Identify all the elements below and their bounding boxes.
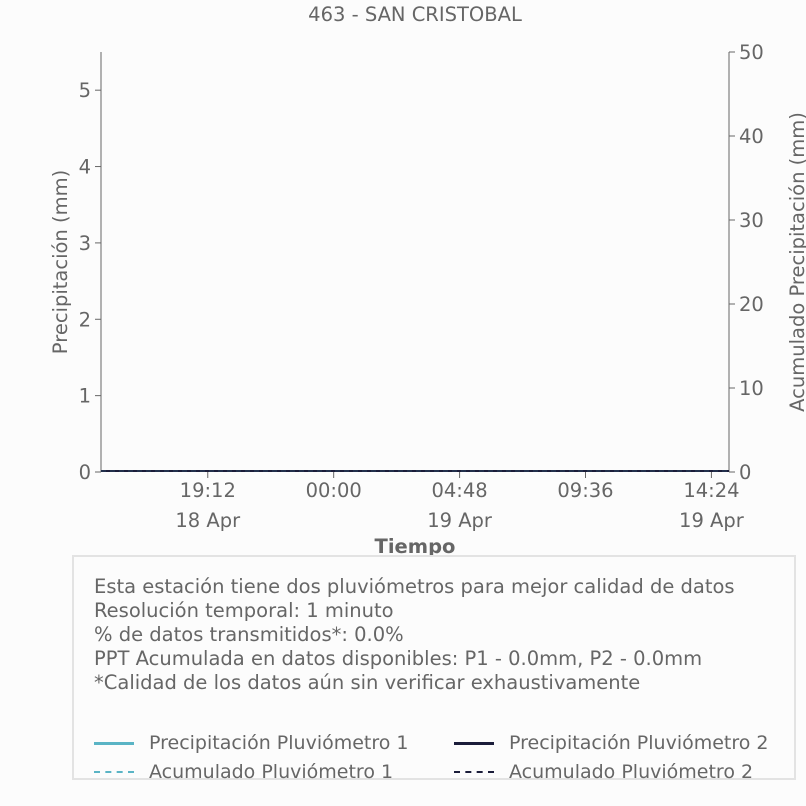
legend-item-precip-2: Precipitación Pluviómetro 2 [454,731,769,755]
x-tick-label: 19:12 [180,479,236,502]
legend-swatch-precip-1 [94,741,134,745]
y2-tick-label: 50 [739,41,764,64]
x-tick-label: 14:24 [683,479,739,502]
x-tick-label: 09:36 [557,479,613,502]
y2-tick-label: 40 [739,125,764,148]
y-tick-label: 1 [79,385,91,408]
chart-title: 463 - SAN CRISTOBAL [308,3,522,26]
legend-item-accum-1: Acumulado Pluviómetro 1 [94,760,393,784]
legend-label-accum-1: Acumulado Pluviómetro 1 [149,761,394,783]
x-tick-date-label: 19 Apr [679,509,745,532]
precipitation-chart: 463 - SAN CRISTOBAL 0123450102030405019:… [49,3,806,558]
y2-tick-label: 20 [739,293,764,316]
legend-swatch-accum-2 [454,771,494,773]
x-tick-date-label: 19 Apr [427,509,493,532]
y2-tick-label: 30 [739,209,764,232]
y2-axis-label: Acumulado Precipitación (mm) [786,112,806,412]
info-line-transmitted: % de datos transmitidos*: 0.0% [94,623,404,646]
info-line-quality-note: *Calidad de los datos aún sin verificar … [94,671,641,694]
station-info-box: Esta estación tiene dos pluviómetros par… [72,555,796,783]
x-tick-date-label: 18 Apr [175,509,241,532]
station-info-text: Esta estación tiene dos pluviómetros par… [94,575,735,695]
info-line-accumulated: PPT Acumulada en datos disponibles: P1 -… [94,647,703,670]
info-line-resolution: Resolución temporal: 1 minuto [94,599,394,622]
y-tick-label: 0 [79,461,91,484]
y-tick-label: 2 [79,308,91,331]
info-line-two-gauges: Esta estación tiene dos pluviómetros par… [94,575,735,598]
x-axis-label: Tiempo [375,535,456,558]
legend-label-accum-2: Acumulado Pluviómetro 2 [509,761,754,783]
y2-tick-label: 10 [739,377,764,400]
legend-label-precip-1: Precipitación Pluviómetro 1 [149,732,409,754]
x-tick-label: 00:00 [306,479,362,502]
x-tick-label: 04:48 [431,479,487,502]
y-axis-label: Precipitación (mm) [49,170,72,354]
y2-tick-label: 0 [739,461,751,484]
legend-item-accum-2: Acumulado Pluviómetro 2 [454,760,753,784]
legend-item-precip-1: Precipitación Pluviómetro 1 [94,731,409,755]
legend-swatch-accum-1 [94,771,134,773]
y-tick-label: 3 [79,232,91,255]
y-tick-label: 5 [79,79,91,102]
legend-label-precip-2: Precipitación Pluviómetro 2 [509,732,769,754]
legend-swatch-precip-2 [454,741,494,745]
y-tick-label: 4 [79,156,91,179]
